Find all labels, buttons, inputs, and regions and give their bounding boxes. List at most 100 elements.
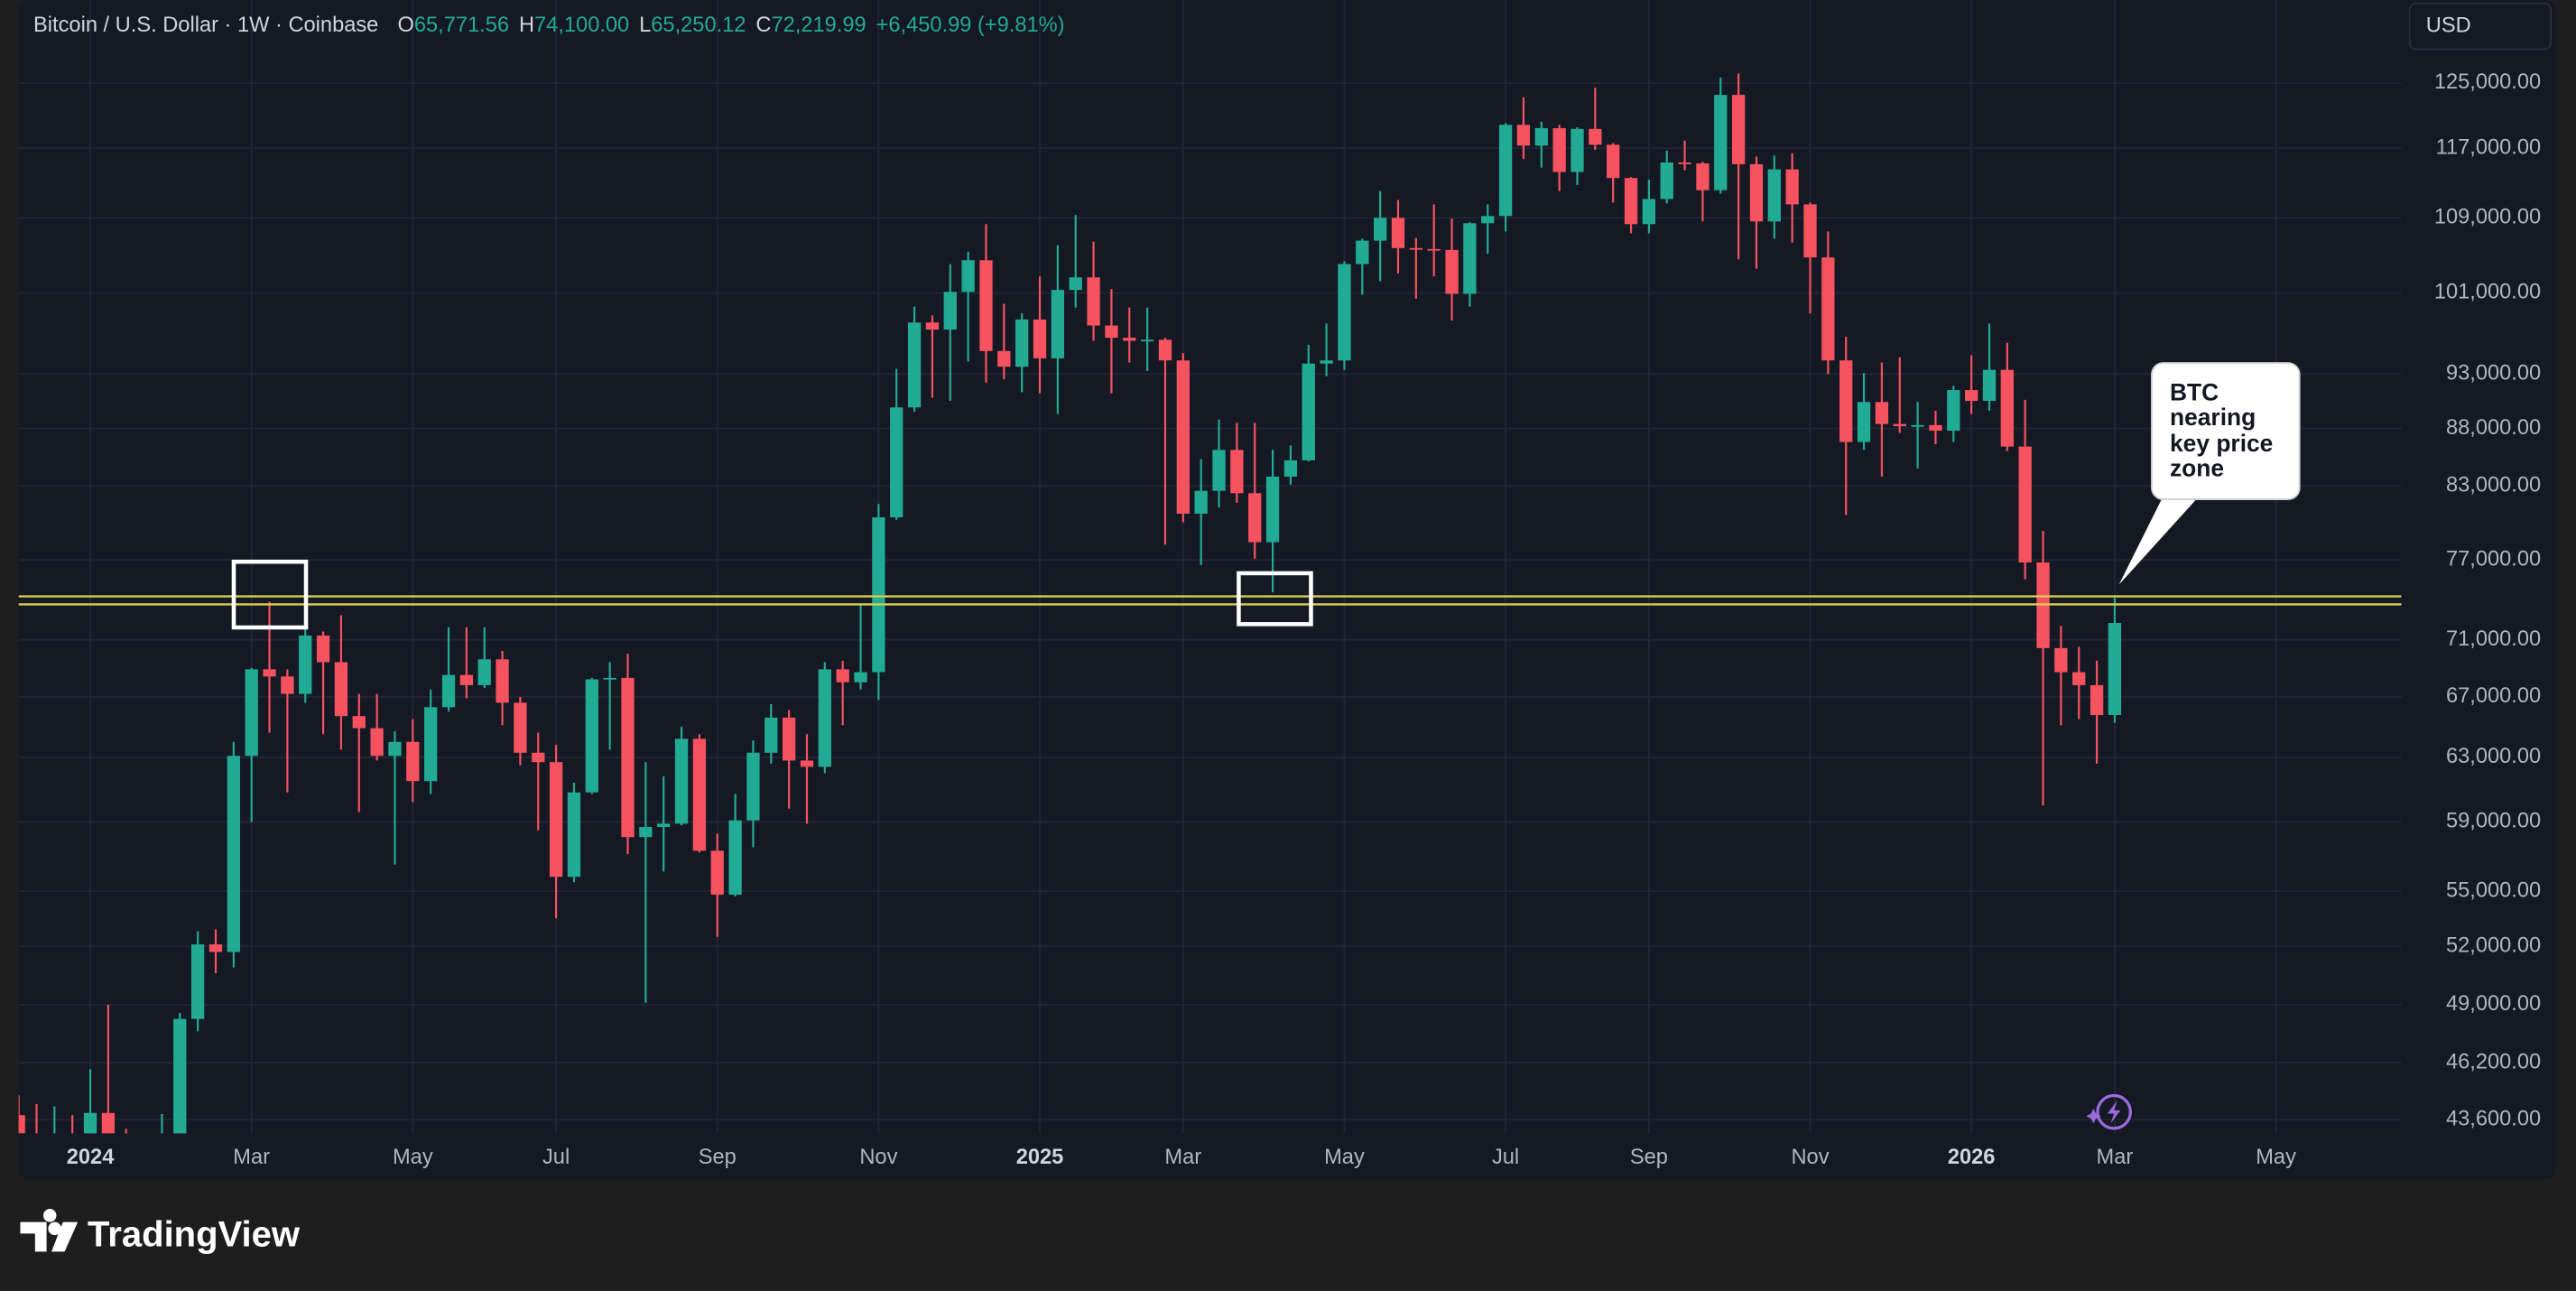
candle-body xyxy=(1105,325,1118,339)
candle-body xyxy=(1696,163,1710,190)
currency-box[interactable] xyxy=(2408,2,2552,51)
callout-box xyxy=(2151,362,2301,500)
icon-bolt[interactable] xyxy=(2107,1100,2121,1124)
candle-body xyxy=(316,636,330,663)
ohlc-key: C xyxy=(755,14,771,37)
x-tick-label: Mar xyxy=(233,1146,270,1169)
candle-body xyxy=(764,717,778,753)
callout-pointer xyxy=(2118,492,2198,585)
highlight-box xyxy=(1237,571,1313,627)
candle-body xyxy=(1767,169,1781,222)
candle-body xyxy=(1051,290,1065,358)
candle-body xyxy=(1427,248,1441,251)
candle-body xyxy=(692,738,707,851)
ohlc-key: L xyxy=(639,14,651,37)
y-tick-label: 101,000.00 xyxy=(2434,281,2541,304)
candle-body xyxy=(227,756,240,952)
candle-body xyxy=(2000,369,2014,447)
candle-body xyxy=(943,292,957,330)
candle-body xyxy=(441,674,456,708)
candle-body xyxy=(1033,319,1047,358)
candle-body xyxy=(66,1133,79,1134)
candle-body xyxy=(388,741,402,757)
candle-body xyxy=(459,674,474,685)
candle-body xyxy=(48,1133,61,1134)
candle-body xyxy=(1265,476,1280,543)
candle-body xyxy=(1857,402,1871,442)
ohlc-value: 74,100.00 xyxy=(534,14,629,37)
candle-body xyxy=(1248,493,1262,543)
callout-text: zone xyxy=(2170,454,2224,481)
x-tick-label: Sep xyxy=(1630,1146,1668,1169)
callout: BTC nearing key price zone xyxy=(2118,362,2301,585)
candle-body xyxy=(245,669,258,757)
candle-body xyxy=(1194,490,1208,515)
candle-body xyxy=(1373,218,1387,241)
candle-body xyxy=(514,702,527,753)
candle-body xyxy=(370,728,384,757)
candle-body xyxy=(30,1133,43,1134)
candle-body xyxy=(83,1112,97,1134)
y-tick-label: 77,000.00 xyxy=(2446,547,2541,571)
y-tick-label: 52,000.00 xyxy=(2446,933,2541,957)
y-tick-label: 43,600.00 xyxy=(2446,1107,2541,1130)
y-tick-label: 109,000.00 xyxy=(2434,206,2541,229)
candle-body xyxy=(621,677,635,838)
currency-label[interactable]: USD xyxy=(2426,14,2471,37)
candle-body xyxy=(639,827,653,838)
ohlc-key: O xyxy=(397,14,413,37)
candle-body xyxy=(1893,423,1906,427)
brand-logo xyxy=(20,1209,79,1252)
candle-body xyxy=(1839,360,1853,442)
candle-body xyxy=(1516,125,1531,146)
candle-body xyxy=(1356,240,1369,265)
x-tick-label: Sep xyxy=(699,1146,737,1169)
y-tick-label: 46,200.00 xyxy=(2446,1050,2541,1073)
candle-body xyxy=(1212,450,1226,491)
candle-body xyxy=(1140,339,1154,342)
icon-ring[interactable] xyxy=(2096,1093,2132,1130)
candle-body xyxy=(2108,623,2122,716)
candle-body xyxy=(549,762,563,878)
candle-body xyxy=(496,659,509,703)
candle-body xyxy=(1929,424,1942,432)
candle-body xyxy=(1589,128,1602,145)
x-tick-label: Mar xyxy=(2097,1146,2134,1169)
icon-spark[interactable] xyxy=(2086,1109,2101,1124)
highlight-box xyxy=(231,559,309,630)
y-tick-label: 93,000.00 xyxy=(2446,362,2541,385)
candle-body xyxy=(872,517,885,673)
y-tick-label: 125,000.00 xyxy=(2434,70,2541,94)
candle-body xyxy=(477,659,491,685)
candle-body xyxy=(1965,390,1978,402)
candle-body xyxy=(800,760,814,767)
candle-body xyxy=(1731,95,1746,164)
candle-body xyxy=(1069,277,1082,291)
candle-body xyxy=(1015,319,1029,367)
candle-body xyxy=(836,669,849,683)
grid xyxy=(18,0,2402,1134)
candle-body xyxy=(208,944,223,952)
y-tick-label: 71,000.00 xyxy=(2446,627,2541,651)
x-tick-label: May xyxy=(2256,1146,2296,1169)
candle-body xyxy=(1158,339,1172,361)
candle-body xyxy=(674,738,689,824)
ohlc-value: 65,771.56 xyxy=(414,14,509,37)
candle-body xyxy=(1320,360,1333,364)
callout-text: BTC xyxy=(2170,379,2219,406)
candle-body xyxy=(979,260,993,351)
candle-body xyxy=(997,350,1011,367)
candle-body xyxy=(854,672,867,683)
candle-body xyxy=(281,676,294,694)
x-tick-label: 2024 xyxy=(67,1146,115,1169)
candle-body xyxy=(173,1018,187,1134)
candle-body xyxy=(1409,247,1422,250)
x-tick-label: Nov xyxy=(1791,1146,1829,1169)
x-tick-label: May xyxy=(393,1146,433,1169)
candle-body xyxy=(1338,264,1351,361)
candle-body xyxy=(299,636,312,694)
lightning-icon[interactable] xyxy=(2086,1093,2132,1130)
currency-button[interactable]: USD xyxy=(2408,2,2552,51)
x-tick-label: Mar xyxy=(1164,1146,1201,1169)
candle-body xyxy=(1624,178,1638,225)
